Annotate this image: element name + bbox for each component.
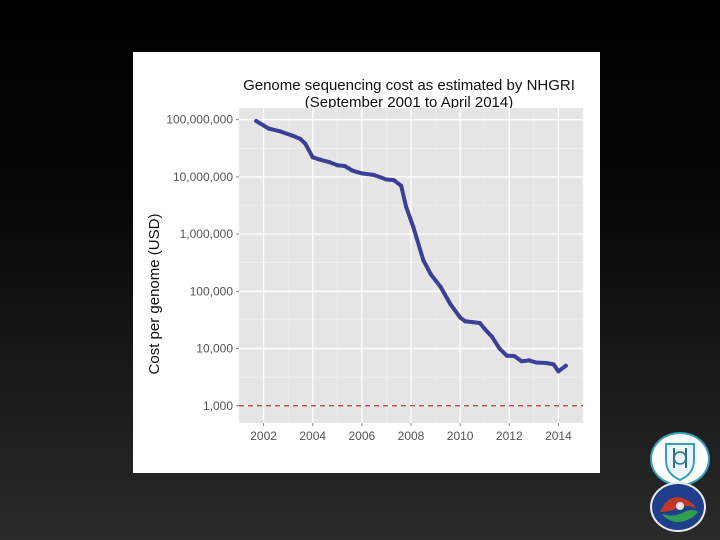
data-point [350,168,355,173]
chart-title: Genome sequencing cost as estimated by N… [243,77,575,94]
y-tick-label: 100,000,000 [166,113,233,127]
data-point [359,171,364,176]
data-point [254,118,259,123]
y-axis-label: Cost per genome (USD) [146,214,163,375]
x-tick-label: 2002 [250,429,277,443]
data-point [372,172,377,177]
x-tick-label: 2006 [349,429,376,443]
data-point [335,163,340,168]
y-tick-label: 100,000 [190,284,234,298]
data-point [310,155,315,160]
data-point [512,354,517,359]
university-seal-logo [650,432,710,486]
data-point [391,178,396,183]
x-tick-label: 2010 [447,429,474,443]
y-tick-label: 10,000 [196,342,233,356]
tick-layer: 2002 2004 2006 2008 2010 2012 2014 1,000 10,000 1… [166,113,572,443]
data-point [534,360,539,365]
data-point [318,157,323,162]
data-point [463,319,468,324]
y-tick-label: 1,000 [203,399,233,413]
x-tick-label: 2012 [496,429,523,443]
data-point [291,133,296,138]
data-point [327,160,332,165]
data-point [266,126,271,131]
x-tick-label: 2008 [398,429,425,443]
series-layer [254,118,568,374]
data-point [504,353,509,358]
data-point [303,141,308,146]
institute-emblem-logo [650,482,706,532]
x-tick-label: 2004 [299,429,326,443]
chart-subtitle: (September 2001 to April 2014) [305,94,513,111]
data-point [438,284,443,289]
chart-figure: Genome sequencing cost as estimated by N… [146,77,584,443]
data-point [384,177,389,182]
data-point [477,320,482,325]
data-point [404,204,409,209]
data-point [556,369,561,374]
data-point [519,359,524,364]
data-point [544,360,549,365]
data-point [563,363,568,368]
data-point [490,334,495,339]
data-point [342,164,347,169]
data-point [458,315,463,320]
data-point [482,326,487,331]
data-point [551,362,556,367]
data-point [428,272,433,277]
data-point [411,225,416,230]
data-point [497,346,502,351]
x-tick-label: 2014 [545,429,572,443]
chart-panel: Genome sequencing cost as estimated by N… [133,52,600,473]
data-point [278,129,283,134]
data-point [298,136,303,141]
y-tick-label: 1,000,000 [180,227,234,241]
data-point [470,320,475,325]
data-point [448,302,453,307]
data-point [526,358,531,363]
data-point [399,183,404,188]
data-point [421,258,426,263]
y-tick-label: 10,000,000 [173,170,233,184]
